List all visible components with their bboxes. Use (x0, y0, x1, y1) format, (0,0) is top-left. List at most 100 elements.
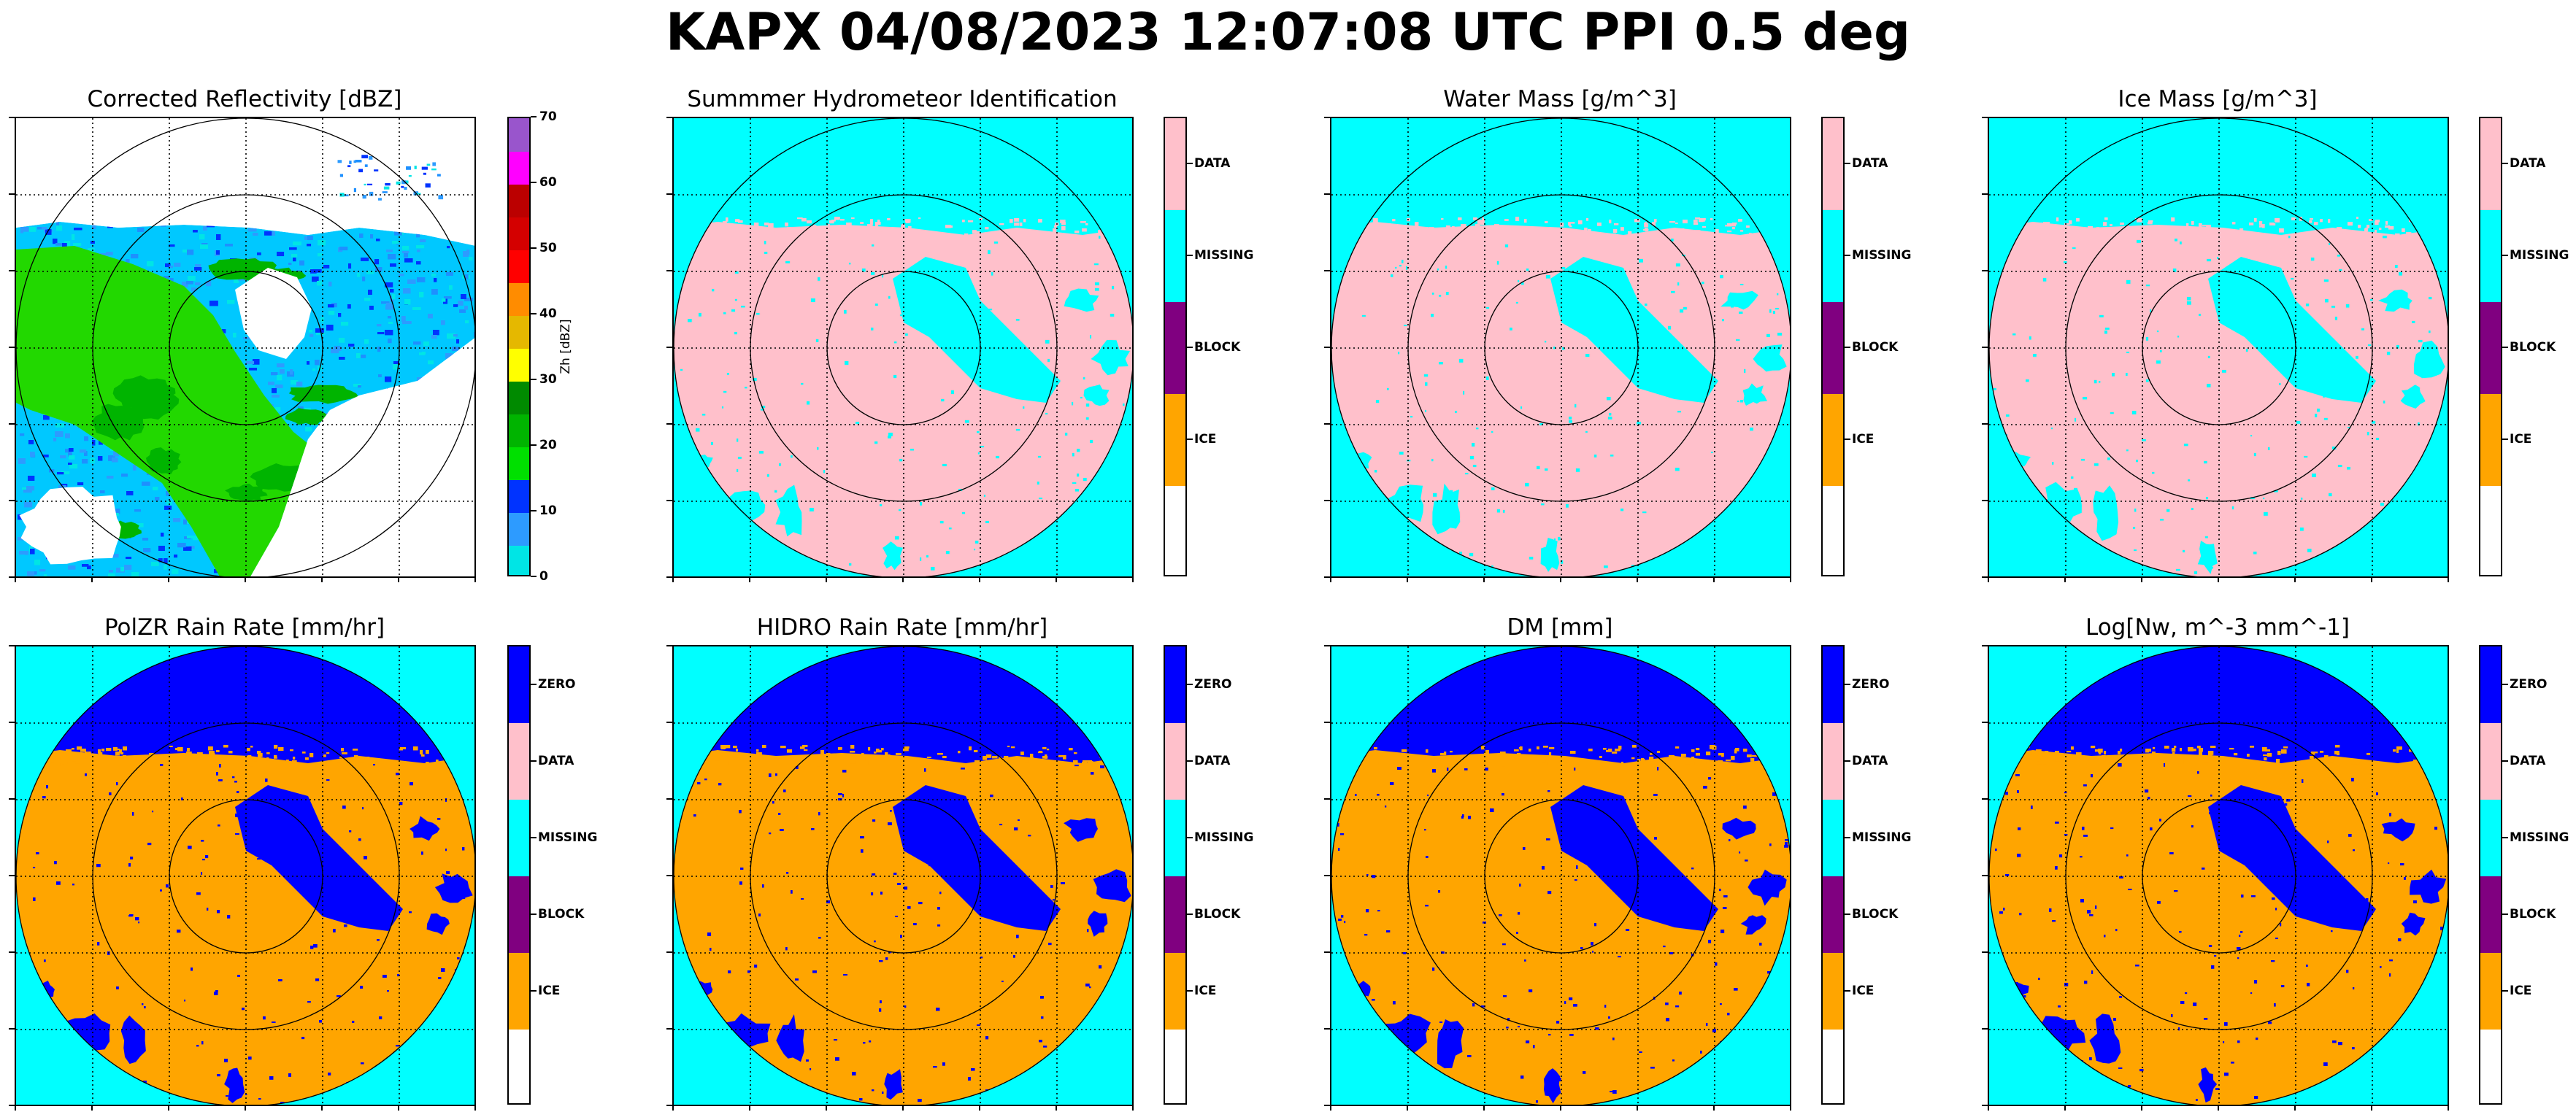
panel-title-dm-mm: DM [mm] (1507, 614, 1613, 641)
colorbar-tick-label: 60 (539, 175, 557, 190)
colorbar-tick (1187, 989, 1193, 992)
colorbar-tick (531, 182, 537, 183)
colorbar (1821, 117, 1845, 576)
echo-region (1550, 257, 1718, 403)
y-axis-tick (9, 1105, 15, 1106)
colorbar-tick-label: 40 (539, 306, 557, 321)
colorbar-segment-missing (1823, 210, 1843, 302)
x-axis-tick (2218, 576, 2219, 582)
colorbar-segment-missing (1165, 800, 1185, 876)
y-axis-tick (9, 347, 15, 348)
y-axis-tick (9, 722, 15, 723)
y-axis-tick (1982, 117, 1988, 118)
colorbar-tick (531, 247, 537, 249)
x-axis-tick (1483, 1105, 1485, 1111)
x-axis-tick (1330, 1105, 1331, 1111)
colorbar-tick-label: 30 (539, 372, 557, 387)
colorbar-label-missing: MISSING (1194, 248, 1254, 263)
y-axis-tick (1324, 500, 1330, 501)
y-axis-tick (1982, 193, 1988, 195)
colorbar-label-block: BLOCK (1852, 340, 1899, 355)
x-axis-tick (474, 576, 476, 582)
colorbar-tick (531, 510, 537, 511)
colorbar-label-data: DATA (1194, 753, 1231, 768)
colorbar-segment-ice (1823, 394, 1843, 486)
x-axis-tick (1637, 1105, 1638, 1111)
colorbar-segment-data (2480, 723, 2501, 800)
y-axis-tick (9, 1028, 15, 1030)
y-axis-tick (9, 576, 15, 578)
x-axis-tick (1132, 1105, 1134, 1111)
panel-plot-area (1331, 646, 1790, 1105)
colorbar-tick (1187, 760, 1193, 762)
x-axis-tick (1560, 1105, 1561, 1111)
x-axis-tick (245, 576, 246, 582)
colorbar-segment-data (1823, 118, 1843, 210)
colorbar-tick-label: 0 (539, 569, 548, 584)
range-ring-2 (750, 194, 1058, 502)
colorbar-label-block: BLOCK (2510, 340, 2556, 355)
colorbar-segment-block (2480, 302, 2501, 394)
y-axis-tick (666, 798, 672, 800)
x-axis-tick (979, 576, 980, 582)
colorbar (2479, 645, 2502, 1105)
colorbar-label-block: BLOCK (538, 906, 585, 922)
y-axis-tick (1324, 875, 1330, 876)
panel-summmer-hydrometeor-identification (672, 117, 1134, 578)
y-axis-tick (666, 500, 672, 501)
y-axis-tick (1982, 645, 1988, 646)
panel-title-summmer-hydrometeor-identification: Summmer Hydrometeor Identification (687, 86, 1118, 112)
colorbar-label-zero: ZERO (1852, 676, 1890, 692)
colorbar-segment-missing (1823, 800, 1843, 876)
y-axis-tick (1324, 193, 1330, 195)
colorbar-tick (1845, 683, 1850, 685)
x-axis-tick (2141, 1105, 2142, 1111)
colorbar-segment (509, 217, 529, 250)
x-axis-tick (2371, 1105, 2372, 1111)
colorbar-tick (1187, 683, 1193, 685)
x-axis-tick (2218, 1105, 2219, 1111)
echo-region (2208, 785, 2376, 931)
x-axis-tick (1407, 576, 1408, 582)
panel-title-corrected-reflectivity-dbz: Corrected Reflectivity [dBZ] (87, 86, 402, 112)
echo-region (235, 785, 403, 931)
colorbar (2479, 117, 2502, 576)
y-axis-tick (666, 423, 672, 425)
colorbar-segment-data (1165, 118, 1185, 210)
colorbar-segment-missing (1165, 210, 1185, 302)
colorbar-label-ice: ICE (2510, 432, 2532, 447)
colorbar-tick (1187, 439, 1193, 440)
colorbar-segment (509, 447, 529, 480)
y-axis-tick (9, 193, 15, 195)
x-axis-tick (245, 1105, 246, 1111)
colorbar-tick (1187, 255, 1193, 256)
colorbar-tick (531, 116, 537, 117)
colorbar-segment-blank (1165, 486, 1185, 575)
colorbar-tick (1845, 989, 1850, 992)
colorbar-tick (1187, 913, 1193, 915)
y-axis-tick (1324, 347, 1330, 348)
panel-plot-area (1989, 118, 2448, 576)
x-axis-tick (91, 576, 93, 582)
y-axis-tick (1982, 270, 1988, 271)
colorbar-tick-label: 10 (539, 503, 557, 518)
colorbar-label-block: BLOCK (1194, 340, 1241, 355)
colorbar-segment-block (509, 876, 529, 953)
panel-title-ice-mass-g-m-3: Ice Mass [g/m^3] (2118, 86, 2318, 112)
colorbar-label-block: BLOCK (1194, 906, 1241, 922)
colorbar-tick (1845, 439, 1850, 440)
x-axis-tick (826, 1105, 827, 1111)
colorbar-tick (2502, 683, 2508, 685)
x-axis-tick (2064, 1105, 2066, 1111)
panel-polzr-rain-rate-mm-hr (15, 645, 476, 1106)
colorbar-label-zero: ZERO (1194, 676, 1232, 692)
panel-plot-area (674, 646, 1132, 1105)
range-ring-2 (1407, 722, 1715, 1030)
x-axis-tick (168, 576, 169, 582)
colorbar-label-missing: MISSING (1194, 830, 1254, 845)
panel-title-log-nw-m-3-mm-1: Log[Nw, m^-3 mm^-1] (2085, 614, 2350, 641)
y-axis-tick (1324, 576, 1330, 578)
colorbar-segment (509, 282, 529, 316)
y-axis-tick (1324, 722, 1330, 723)
colorbar-segment (509, 184, 529, 217)
